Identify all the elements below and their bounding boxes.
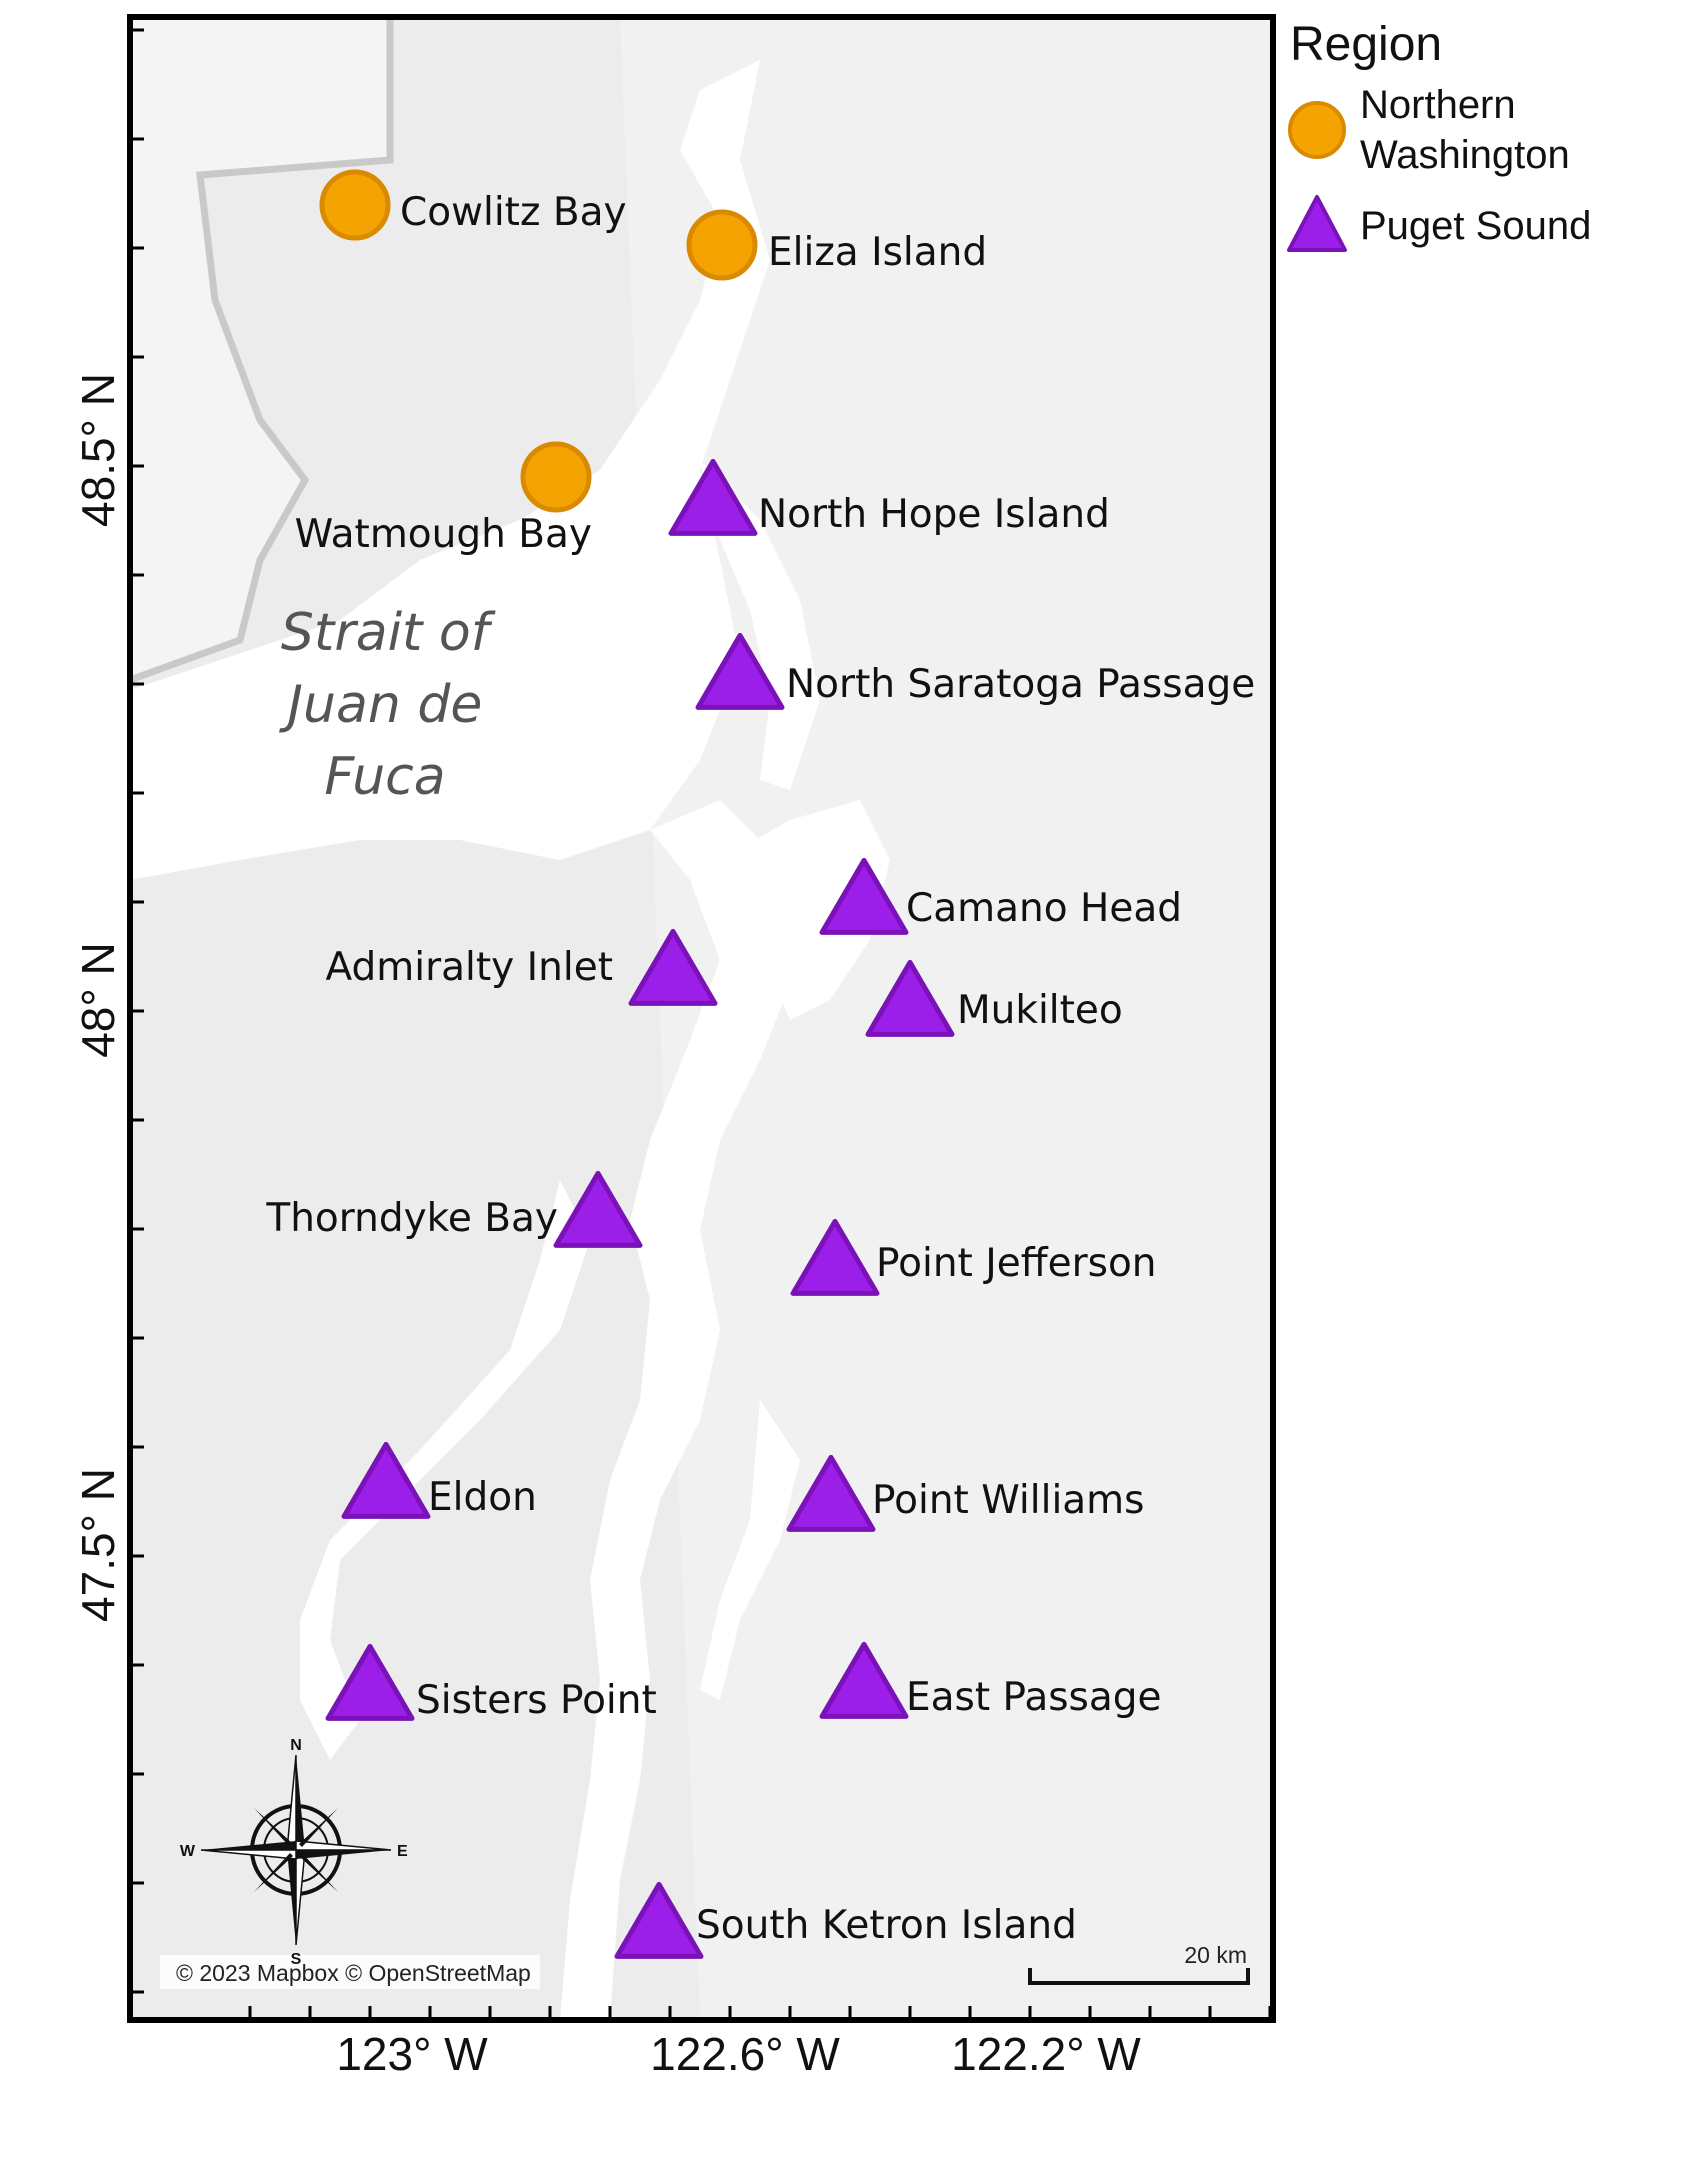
map-frame xyxy=(127,14,1276,2023)
site-marker-group: Thorndyke Bay xyxy=(265,1170,643,1248)
map-attribution: © 2023 Mapbox © OpenStreetMap xyxy=(176,1960,531,1986)
site-marker-group: North Hope Island xyxy=(668,458,1110,537)
site-markers: Cowlitz Bay Eliza Island Watmough Bay North… xyxy=(265,169,1255,1959)
site-marker-circle xyxy=(319,169,391,241)
axis-ticks xyxy=(130,28,1272,2020)
site-marker-group: Watmough Bay xyxy=(295,441,592,557)
x-tick-label: 123° W xyxy=(336,2028,488,2080)
compass-rose: N S E W xyxy=(180,1737,408,1968)
site-marker-triangle xyxy=(819,1641,909,1719)
y-tick-label: 47.5° N xyxy=(72,1468,124,1622)
x-axis-labels: 123° W 122.6° W 122.2° W xyxy=(336,2028,1141,2080)
water-area-main-basin xyxy=(560,800,800,2020)
legend-circle-marker xyxy=(1288,101,1346,159)
water-area-possession xyxy=(720,800,890,1020)
water-label-strait: Strait of Juan de Fuca xyxy=(279,603,496,807)
scale-bar-label: 20 km xyxy=(1184,1942,1247,1968)
water-label-line-1: Strait of xyxy=(281,603,496,663)
site-marker-triangle xyxy=(614,1881,704,1959)
legend-title: Region xyxy=(1290,18,1442,71)
compass-n: N xyxy=(290,1737,302,1754)
site-marker-triangle xyxy=(695,632,785,710)
site-marker-group: South Ketron Island xyxy=(614,1881,1077,1959)
site-marker-group: Point Jefferson xyxy=(790,1218,1157,1296)
water-label-line-2: Juan de xyxy=(279,675,483,735)
legend-label-line-1: Northern xyxy=(1360,83,1516,127)
x-tick-label: 122.6° W xyxy=(650,2028,840,2080)
site-label: East Passage xyxy=(906,1675,1162,1720)
site-marker-group: Admiralty Inlet xyxy=(326,928,718,1006)
site-label: Admiralty Inlet xyxy=(326,945,613,990)
compass-e: E xyxy=(397,1843,408,1860)
site-marker-group: Cowlitz Bay xyxy=(319,169,627,241)
site-marker-group: Mukilteo xyxy=(865,959,1123,1037)
site-label: Sisters Point xyxy=(416,1678,657,1723)
site-marker-group: Camano Head xyxy=(819,857,1182,935)
y-tick-label: 48.5° N xyxy=(72,373,124,527)
site-marker-triangle xyxy=(628,928,718,1006)
site-marker-triangle xyxy=(325,1643,415,1721)
x-tick-label: 122.2° W xyxy=(951,2028,1141,2080)
site-marker-group: East Passage xyxy=(819,1641,1162,1720)
site-marker-triangle xyxy=(668,458,758,536)
site-label: Camano Head xyxy=(906,886,1182,931)
site-marker-group: Sisters Point xyxy=(325,1643,657,1723)
site-marker-triangle xyxy=(341,1441,431,1519)
site-marker-triangle xyxy=(819,857,909,935)
attribution-box xyxy=(160,1955,540,1989)
site-marker-triangle xyxy=(786,1454,876,1532)
site-label: Mukilteo xyxy=(957,988,1123,1033)
site-label: Watmough Bay xyxy=(295,512,592,557)
site-marker-circle xyxy=(520,441,592,513)
water-area-east-channel xyxy=(700,1400,800,1700)
legend: Region Northern Washington Puget Sound xyxy=(1287,18,1591,252)
site-marker-triangle xyxy=(865,959,955,1037)
site-marker-triangle xyxy=(553,1170,643,1248)
scale-bar: 20 km xyxy=(1028,1942,1250,1985)
site-marker-circle xyxy=(686,209,758,281)
site-label: Point Jefferson xyxy=(876,1241,1157,1286)
compass-s: S xyxy=(291,1951,302,1968)
compass-w: W xyxy=(180,1843,196,1860)
site-marker-triangle xyxy=(790,1218,880,1296)
map-basemap: © 2023 Mapbox © OpenStreetMap 20 km N xyxy=(130,17,1273,2020)
site-marker-group: Point Williams xyxy=(786,1454,1145,1532)
site-label: North Saratoga Passage xyxy=(786,662,1255,707)
site-label: Point Williams xyxy=(872,1478,1145,1523)
site-label: Cowlitz Bay xyxy=(400,190,627,235)
site-label: Thorndyke Bay xyxy=(265,1196,558,1241)
site-marker-group: Eliza Island xyxy=(686,209,987,281)
site-marker-group: North Saratoga Passage xyxy=(695,632,1255,710)
water-area-north xyxy=(130,17,390,680)
water-area-strait xyxy=(130,60,770,880)
water-label-line-3: Fuca xyxy=(324,747,445,807)
legend-label-line-2: Washington xyxy=(1360,133,1570,177)
site-marker-group: Eldon xyxy=(341,1441,537,1520)
legend-triangle-marker xyxy=(1287,195,1347,252)
site-label: Eliza Island xyxy=(768,230,987,275)
site-label: Eldon xyxy=(428,1475,537,1520)
site-label: North Hope Island xyxy=(758,492,1110,537)
international-boundary xyxy=(130,17,394,684)
site-label: South Ketron Island xyxy=(696,1903,1077,1948)
legend-label-puget: Puget Sound xyxy=(1360,204,1591,248)
water-area-saratoga xyxy=(700,460,820,790)
y-tick-label: 48° N xyxy=(72,942,124,1058)
y-axis-labels: 48.5° N 48° N 47.5° N xyxy=(72,373,124,1622)
